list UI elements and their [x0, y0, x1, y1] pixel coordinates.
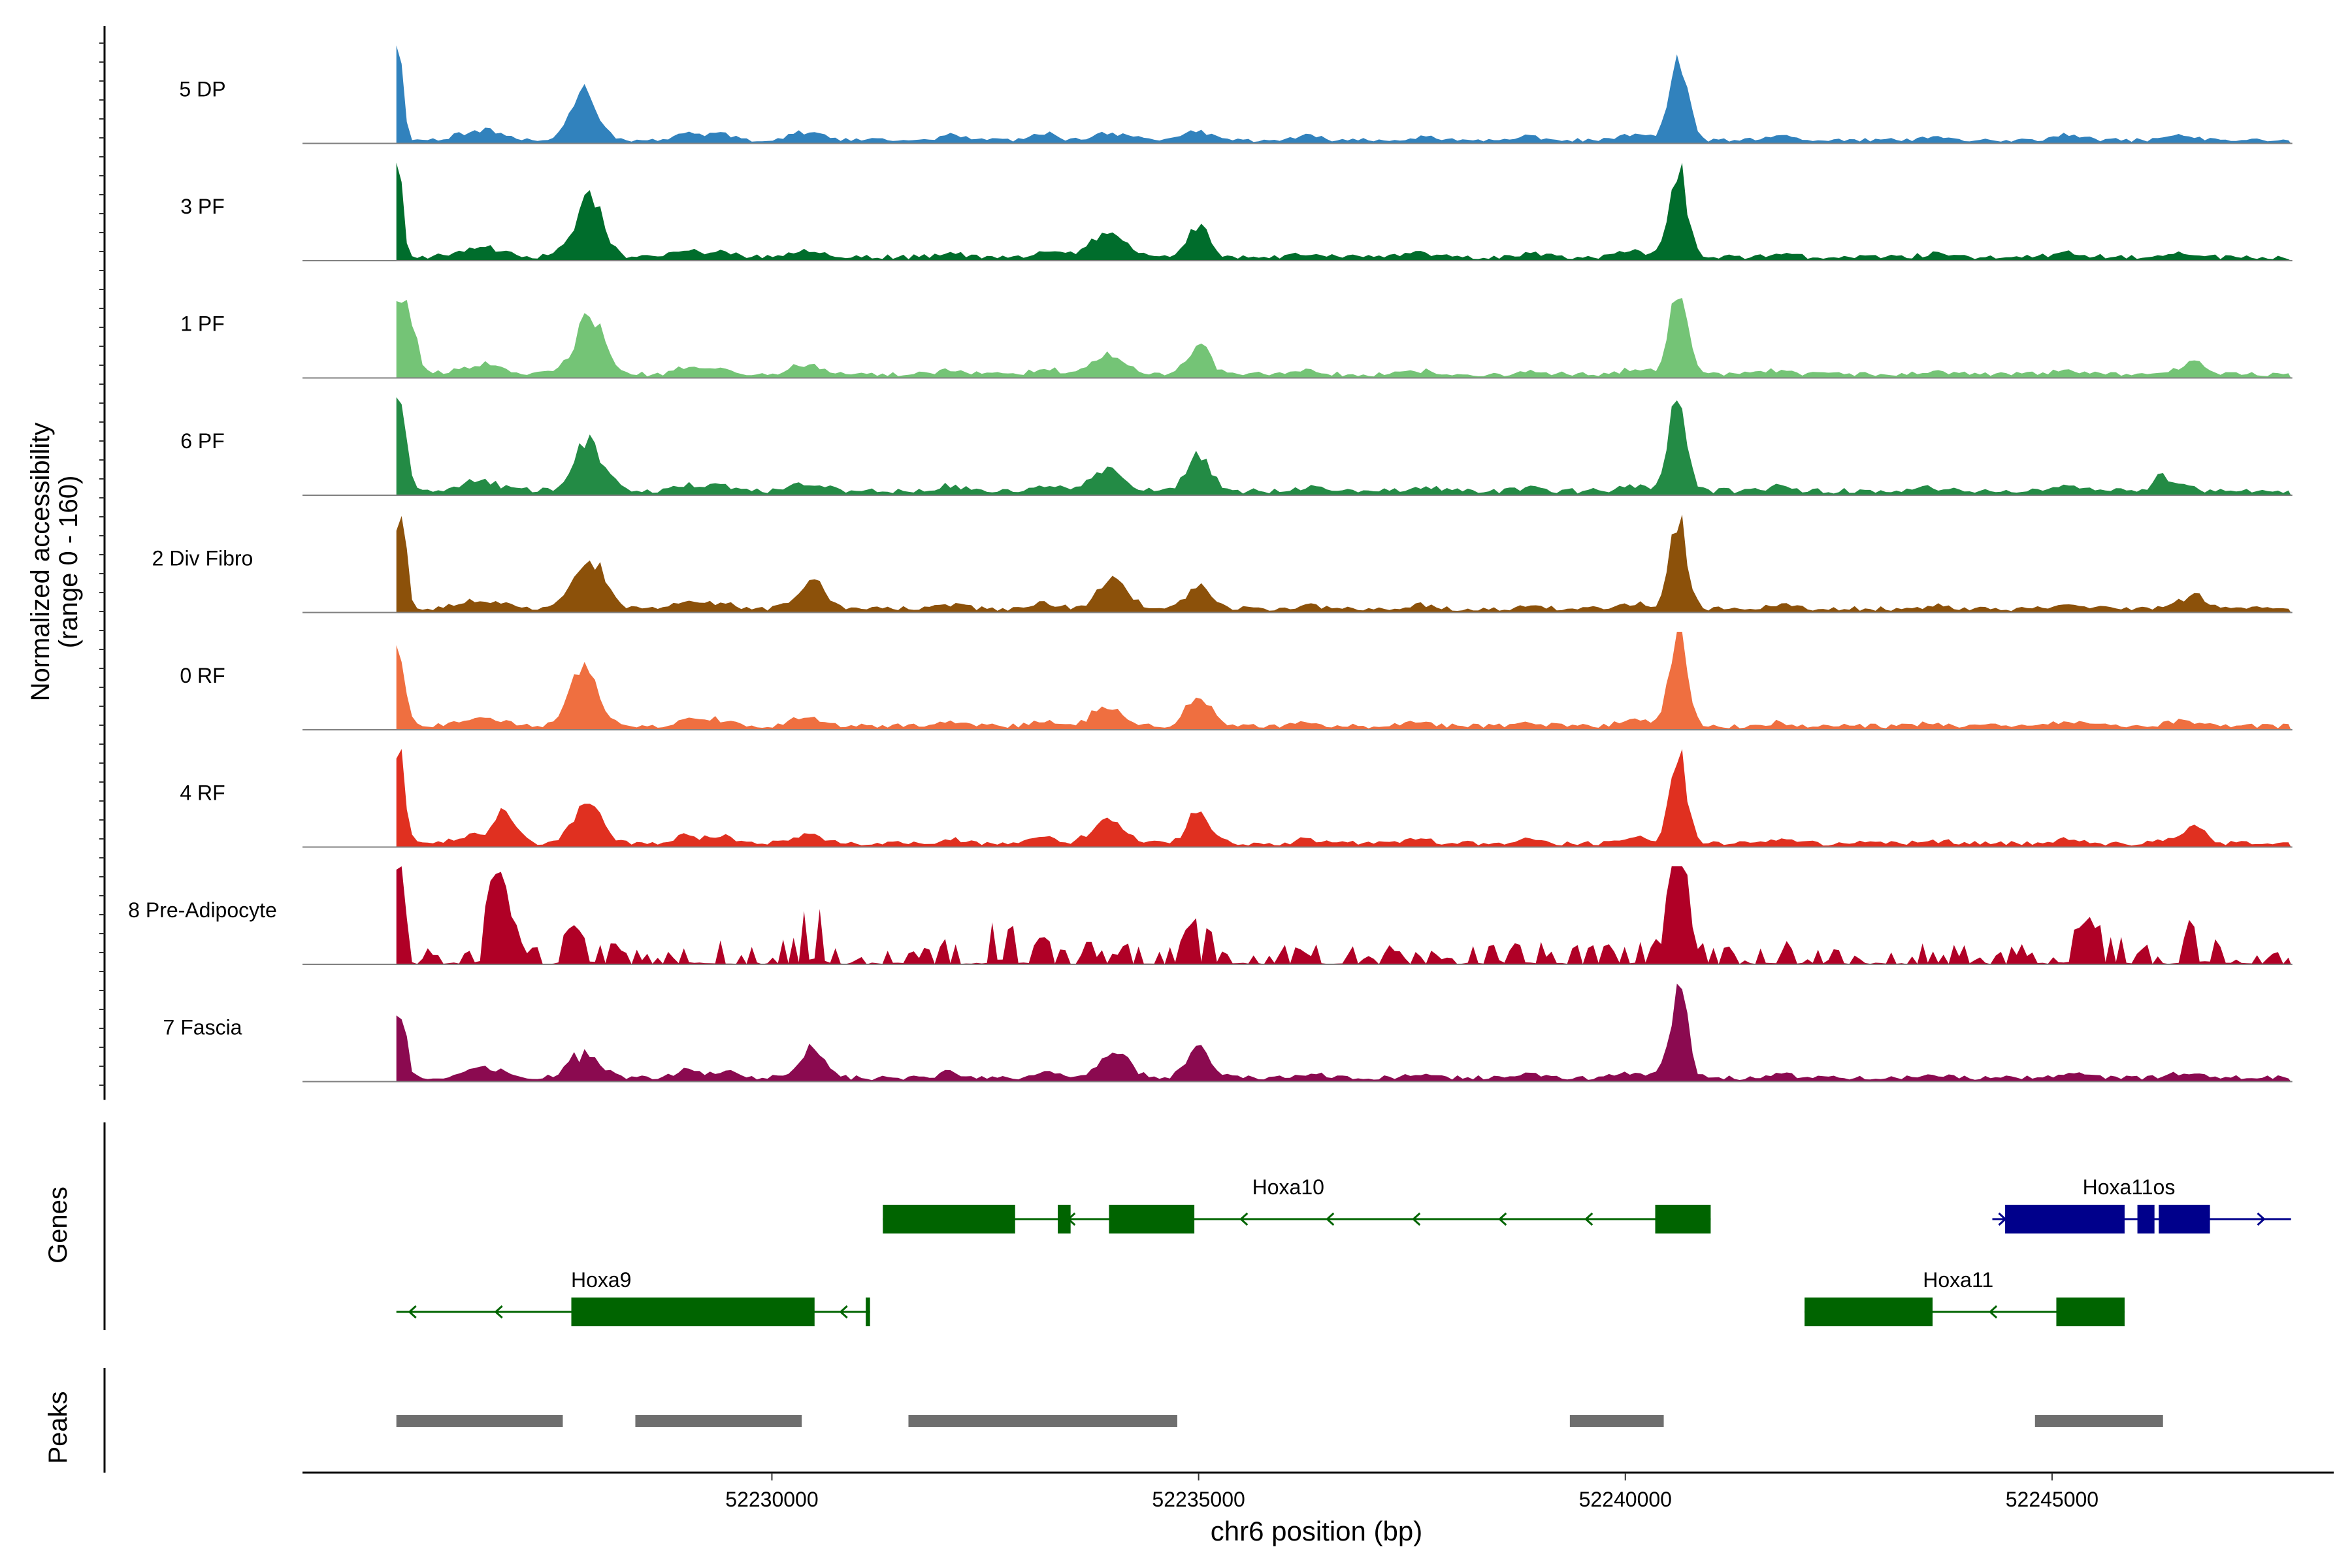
x-axis: 52230000 52235000 52240000 52245000	[99, 26, 2334, 1511]
x-tick-label: 52240000	[1579, 1488, 1672, 1511]
gene-exon	[1805, 1298, 1933, 1326]
peak-region	[635, 1415, 802, 1427]
gene-exon	[2056, 1298, 2125, 1326]
strand-arrow	[2257, 1212, 2266, 1226]
coverage-area-5-dp	[396, 45, 2291, 144]
gene-exon	[2159, 1205, 2210, 1233]
track-label-0-rf: 0 RF	[180, 664, 225, 687]
x-axis-title: chr6 position (bp)	[1211, 1516, 1423, 1546]
coverage-area-2-div-fibro	[396, 514, 2291, 613]
track-label-3-pf: 3 PF	[180, 195, 225, 218]
coverage-area-1-pf	[396, 298, 2291, 378]
peaks-track-title: Peaks	[44, 1391, 73, 1463]
peak-region	[2034, 1415, 2163, 1427]
track-label-5-dp: 5 DP	[179, 78, 225, 101]
gene-label: Hoxa11os	[2083, 1175, 2176, 1199]
gene-exon	[1058, 1205, 1071, 1233]
gene-hoxa10: Hoxa10	[883, 1175, 1711, 1233]
gene-hoxa11: Hoxa11	[1805, 1268, 2125, 1326]
peak-region	[908, 1415, 1177, 1427]
gene-exon	[2137, 1205, 2155, 1233]
gene-exon	[1655, 1205, 1711, 1233]
track-label-4-rf: 4 RF	[180, 781, 225, 805]
track-label-8-pre-adipocyte: 8 Pre-Adipocyte	[128, 898, 277, 922]
strand-arrow	[1498, 1212, 1507, 1226]
coverage-area-0-rf	[396, 632, 2291, 730]
y-axis-title-range: (range 0 - 160)	[54, 476, 83, 649]
coverage-tracks	[302, 45, 2293, 1083]
coverage-area-8-pre-adipocyte	[396, 866, 2291, 964]
gene-exon	[866, 1298, 870, 1326]
track-label-7-fascia: 7 Fascia	[163, 1016, 242, 1039]
x-tick-label: 52230000	[725, 1488, 818, 1511]
strand-arrow	[1584, 1212, 1593, 1226]
track-label-6-pf: 6 PF	[180, 429, 225, 453]
gene-label: Hoxa11	[1923, 1268, 1993, 1292]
x-tick-label: 52235000	[1152, 1488, 1245, 1511]
strand-arrow	[494, 1305, 503, 1319]
track-labels: 5 DP 3 PF 1 PF 6 PF 2 Div Fibro 0 RF 4 RF 8 Pre…	[128, 78, 277, 1039]
strand-arrow	[839, 1305, 848, 1319]
peak-region	[1569, 1415, 1664, 1427]
strand-arrow	[1239, 1212, 1249, 1226]
peak-region	[396, 1415, 563, 1427]
track-label-1-pf: 1 PF	[180, 312, 225, 336]
gene-exon	[2005, 1205, 2125, 1233]
strand-arrow	[1326, 1212, 1335, 1226]
gene-exon	[571, 1298, 815, 1326]
gene-exon	[1109, 1205, 1195, 1233]
genes-track-title: Genes	[44, 1186, 73, 1264]
gene-exon	[883, 1205, 1015, 1233]
strand-arrow	[408, 1305, 417, 1319]
x-tick-label: 52245000	[2006, 1488, 2099, 1511]
coverage-area-6-pf	[396, 397, 2291, 495]
gene-hoxa11os: Hoxa11os	[1992, 1175, 2291, 1233]
gene-label: Hoxa9	[571, 1268, 632, 1292]
gene-label: Hoxa10	[1252, 1175, 1324, 1199]
track-label-2-div-fibro: 2 Div Fibro	[152, 547, 253, 570]
gene-hoxa9: Hoxa9	[396, 1268, 870, 1326]
gene-annotation-track: Hoxa10 Hoxa11os Hoxa9 Hoxa11	[103, 1122, 2291, 1330]
coverage-area-4-rf	[396, 749, 2291, 847]
peak-region-track	[103, 1368, 2163, 1473]
strand-arrow	[1988, 1305, 1998, 1319]
coverage-area-3-pf	[396, 163, 2291, 261]
y-axis-title: Normalized accessibility	[26, 423, 55, 702]
strand-arrow	[1412, 1212, 1421, 1226]
coverage-area-7-fascia	[396, 983, 2291, 1082]
